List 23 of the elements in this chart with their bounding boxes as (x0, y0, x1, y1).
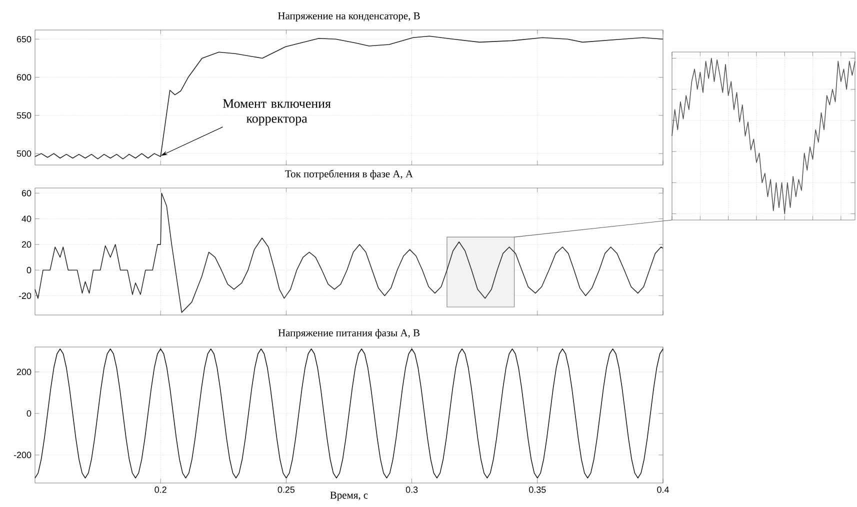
y-tick-label: -200 (14, 452, 32, 458)
y-tick-label: 200 (16, 368, 32, 376)
x-tick-label: 0.3 (406, 486, 418, 493)
x-tick-label: 0.25 (278, 486, 295, 493)
x-tick-label: 0.35 (529, 486, 546, 493)
chart-title: Напряжение питания фазы А, В (278, 329, 420, 338)
chart-title: Напряжение на конденсаторе, В (278, 12, 420, 22)
y-tick-label: 650 (16, 36, 32, 42)
line-series (34, 36, 664, 160)
y-tick-label: 0 (26, 266, 32, 274)
y-tick-label: 500 (16, 150, 32, 157)
y-tick-label: 60 (22, 190, 32, 196)
y-tick-label: 40 (22, 216, 32, 222)
y-tick-label: 600 (16, 74, 32, 80)
y-tick-label: 550 (16, 112, 32, 119)
annotation: Момент включения корректора (222, 99, 331, 126)
x-axis-title: Время, с (330, 492, 368, 501)
x-tick-label: 0.2 (154, 486, 166, 493)
y-tick-label: 0 (26, 410, 32, 417)
y-tick-label: -20 (18, 292, 32, 299)
y-tick-label: 20 (22, 241, 32, 248)
x-tick-label: 0.4 (657, 486, 669, 493)
chart-title: Ток потребления в фазе А, А (285, 170, 413, 180)
